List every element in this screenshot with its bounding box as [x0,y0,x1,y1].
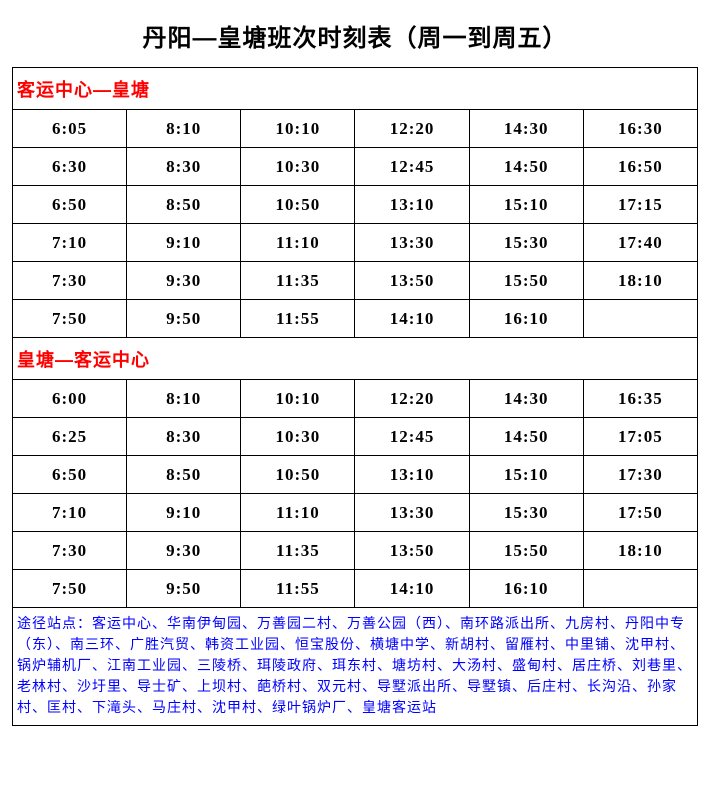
outbound-time-cell: 8:50 [127,186,241,224]
inbound-time-cell: 10:10 [241,380,355,418]
outbound-time-cell: 11:55 [241,300,355,338]
table-row: 6:308:3010:3012:4514:5016:50 [13,148,698,186]
outbound-time-cell: 10:30 [241,148,355,186]
inbound-time-cell: 9:50 [127,570,241,608]
inbound-time-cell: 17:50 [583,494,697,532]
inbound-time-cell: 13:30 [355,494,469,532]
inbound-time-cell: 11:10 [241,494,355,532]
inbound-time-cell: 7:50 [13,570,127,608]
section-header-outbound: 客运中心—皇塘 [13,68,698,110]
inbound-time-cell: 16:35 [583,380,697,418]
inbound-time-cell: 15:50 [469,532,583,570]
table-row: 7:109:1011:1013:3015:3017:50 [13,494,698,532]
outbound-time-cell: 16:50 [583,148,697,186]
outbound-time-cell: 14:10 [355,300,469,338]
inbound-time-cell: 12:45 [355,418,469,456]
outbound-time-cell: 13:50 [355,262,469,300]
inbound-time-cell: 8:50 [127,456,241,494]
inbound-time-cell: 7:10 [13,494,127,532]
outbound-time-cell: 11:10 [241,224,355,262]
outbound-time-cell: 7:10 [13,224,127,262]
inbound-time-cell: 9:10 [127,494,241,532]
table-row: 7:109:1011:1013:3015:3017:40 [13,224,698,262]
inbound-time-cell: 17:05 [583,418,697,456]
outbound-time-cell: 7:50 [13,300,127,338]
inbound-time-cell: 10:30 [241,418,355,456]
table-row: 7:509:5011:5514:1016:10 [13,570,698,608]
inbound-time-cell: 10:50 [241,456,355,494]
inbound-time-cell: 15:10 [469,456,583,494]
outbound-time-cell: 12:45 [355,148,469,186]
inbound-time-cell: 12:20 [355,380,469,418]
timetable: 客运中心—皇塘6:058:1010:1012:2014:3016:306:308… [12,67,698,726]
outbound-time-cell: 6:05 [13,110,127,148]
outbound-time-cell: 9:30 [127,262,241,300]
outbound-time-cell [583,300,697,338]
inbound-time-cell: 16:10 [469,570,583,608]
inbound-time-cell: 13:10 [355,456,469,494]
outbound-time-cell: 17:15 [583,186,697,224]
outbound-time-cell: 9:50 [127,300,241,338]
inbound-time-cell [583,570,697,608]
outbound-time-cell: 8:10 [127,110,241,148]
inbound-time-cell: 14:30 [469,380,583,418]
outbound-time-cell: 16:10 [469,300,583,338]
table-row: 7:309:3011:3513:5015:5018:10 [13,532,698,570]
route-stops-footer: 途径站点：客运中心、华南伊甸园、万善园二村、万善公园（西）、南环路派出所、九房村… [13,608,698,726]
inbound-time-cell: 6:25 [13,418,127,456]
table-row: 7:509:5011:5514:1016:10 [13,300,698,338]
outbound-time-cell: 10:50 [241,186,355,224]
outbound-time-cell: 7:30 [13,262,127,300]
outbound-time-cell: 13:10 [355,186,469,224]
table-row: 6:008:1010:1012:2014:3016:35 [13,380,698,418]
inbound-time-cell: 11:55 [241,570,355,608]
outbound-time-cell: 18:10 [583,262,697,300]
inbound-time-cell: 7:30 [13,532,127,570]
section-header-inbound: 皇塘—客运中心 [13,338,698,380]
outbound-time-cell: 15:10 [469,186,583,224]
outbound-time-cell: 11:35 [241,262,355,300]
inbound-time-cell: 14:50 [469,418,583,456]
inbound-time-cell: 11:35 [241,532,355,570]
inbound-time-cell: 13:50 [355,532,469,570]
outbound-time-cell: 9:10 [127,224,241,262]
table-row: 6:258:3010:3012:4514:5017:05 [13,418,698,456]
outbound-time-cell: 14:50 [469,148,583,186]
outbound-time-cell: 15:30 [469,224,583,262]
inbound-time-cell: 8:30 [127,418,241,456]
outbound-time-cell: 12:20 [355,110,469,148]
outbound-time-cell: 6:30 [13,148,127,186]
inbound-time-cell: 14:10 [355,570,469,608]
outbound-time-cell: 15:50 [469,262,583,300]
inbound-time-cell: 15:30 [469,494,583,532]
page-title: 丹阳—皇塘班次时刻表（周一到周五） [12,8,698,67]
outbound-time-cell: 16:30 [583,110,697,148]
inbound-time-cell: 17:30 [583,456,697,494]
outbound-time-cell: 13:30 [355,224,469,262]
inbound-time-cell: 6:00 [13,380,127,418]
outbound-time-cell: 14:30 [469,110,583,148]
outbound-time-cell: 8:30 [127,148,241,186]
table-row: 6:058:1010:1012:2014:3016:30 [13,110,698,148]
table-row: 6:508:5010:5013:1015:1017:15 [13,186,698,224]
outbound-time-cell: 10:10 [241,110,355,148]
table-row: 6:508:5010:5013:1015:1017:30 [13,456,698,494]
inbound-time-cell: 9:30 [127,532,241,570]
inbound-time-cell: 18:10 [583,532,697,570]
table-row: 7:309:3011:3513:5015:5018:10 [13,262,698,300]
inbound-time-cell: 6:50 [13,456,127,494]
inbound-time-cell: 8:10 [127,380,241,418]
outbound-time-cell: 17:40 [583,224,697,262]
outbound-time-cell: 6:50 [13,186,127,224]
